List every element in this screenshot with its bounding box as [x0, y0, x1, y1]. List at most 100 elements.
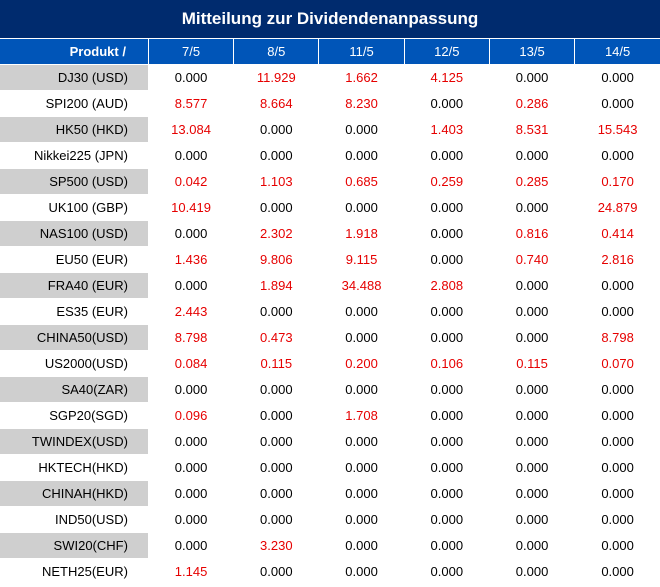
- dividend-value: 0.685: [318, 168, 405, 195]
- product-name: SP500 (USD): [0, 168, 149, 195]
- dividend-value: 0.286: [489, 90, 576, 117]
- dividend-value: 0.000: [148, 506, 235, 533]
- dividend-value: 0.000: [489, 64, 576, 91]
- product-name: HKTECH(HKD): [0, 454, 149, 481]
- dividend-value: 0.000: [489, 142, 576, 169]
- dividend-value: 0.414: [574, 220, 660, 247]
- dividend-value: 0.000: [148, 272, 235, 299]
- dividend-value: 0.000: [574, 558, 660, 585]
- dividend-value: 1.918: [318, 220, 405, 247]
- product-name: DJ30 (USD): [0, 64, 149, 91]
- dividend-value: 0.106: [404, 350, 490, 377]
- dividend-value: 1.103: [233, 168, 320, 195]
- product-name: ES35 (EUR): [0, 298, 149, 325]
- dividend-value: 0.000: [318, 532, 405, 559]
- table-row: Nikkei225 (JPN) 0.000 0.000 0.000 0.000 0.000…: [0, 142, 660, 169]
- dividend-value: 0.000: [148, 428, 235, 455]
- dividend-value: 8.664: [233, 90, 320, 117]
- header-date: 14/5: [574, 39, 660, 65]
- header-date: 12/5: [404, 39, 490, 65]
- dividend-value: 0.000: [574, 428, 660, 455]
- dividend-value: 0.000: [574, 298, 660, 325]
- dividend-value: 13.084: [148, 116, 235, 143]
- table-row: EU50 (EUR) 1.436 9.806 9.115 0.000 0.740 2.816: [0, 246, 660, 273]
- dividend-value: 0.000: [318, 376, 405, 403]
- dividend-value: 1.436: [148, 246, 235, 273]
- dividend-value: 0.000: [489, 402, 576, 429]
- dividend-value: 0.000: [489, 532, 576, 559]
- dividend-value: 0.000: [574, 402, 660, 429]
- table-row: SP500 (USD) 0.042 1.103 0.685 0.259 0.285 0.17…: [0, 168, 660, 195]
- product-name: SGP20(SGD): [0, 402, 149, 429]
- dividend-value: 0.000: [318, 324, 405, 351]
- header-date: 11/5: [318, 39, 405, 65]
- dividend-value: 8.230: [318, 90, 405, 117]
- dividend-value: 0.000: [404, 428, 490, 455]
- dividend-value: 0.070: [574, 350, 660, 377]
- dividend-value: 0.740: [489, 246, 576, 273]
- dividend-value: 0.000: [404, 480, 490, 507]
- dividend-value: 0.000: [148, 532, 235, 559]
- dividend-value: 0.000: [404, 558, 490, 585]
- dividend-value: 0.000: [574, 90, 660, 117]
- dividend-value: 8.577: [148, 90, 235, 117]
- dividend-value: 15.543: [574, 116, 660, 143]
- dividend-value: 0.170: [574, 168, 660, 195]
- dividend-value: 0.000: [148, 480, 235, 507]
- dividend-value: 0.000: [148, 376, 235, 403]
- dividend-value: 0.000: [489, 194, 576, 221]
- dividend-value: 1.708: [318, 402, 405, 429]
- dividend-value: 0.000: [404, 90, 490, 117]
- product-name: NETH25(EUR): [0, 558, 149, 585]
- dividend-value: 0.000: [404, 220, 490, 247]
- dividend-value: 0.000: [233, 506, 320, 533]
- dividend-value: 0.096: [148, 402, 235, 429]
- dividend-value: 0.000: [489, 298, 576, 325]
- dividend-value: 0.000: [233, 116, 320, 143]
- dividend-value: 11.929: [233, 64, 320, 91]
- product-name: HK50 (HKD): [0, 116, 149, 143]
- dividend-value: 0.000: [574, 272, 660, 299]
- dividend-value: 34.488: [318, 272, 405, 299]
- dividend-value: 0.000: [148, 64, 235, 91]
- dividend-value: 0.816: [489, 220, 576, 247]
- dividend-value: 0.200: [318, 350, 405, 377]
- dividend-value: 0.000: [233, 428, 320, 455]
- dividend-value: 0.115: [489, 350, 576, 377]
- product-name: SWI20(CHF): [0, 532, 149, 559]
- product-name: US2000(USD): [0, 350, 149, 377]
- product-name: CHINA50(USD): [0, 324, 149, 351]
- dividend-value: 2.808: [404, 272, 490, 299]
- dividend-table: Produkt / 7/5 8/5 11/5 12/5 13/5 14/5 DJ…: [0, 39, 660, 585]
- dividend-value: 1.145: [148, 558, 235, 585]
- table-row: NAS100 (USD) 0.000 2.302 1.918 0.000 0.816 0.4…: [0, 220, 660, 247]
- table-row: TWINDEX(USD) 0.000 0.000 0.000 0.000 0.000 0.0…: [0, 428, 660, 455]
- dividend-value: 0.259: [404, 168, 490, 195]
- dividend-value: 0.000: [404, 376, 490, 403]
- dividend-value: 2.443: [148, 298, 235, 325]
- dividend-value: 0.000: [489, 480, 576, 507]
- table-body: DJ30 (USD) 0.000 11.929 1.662 4.125 0.000 0.00…: [0, 64, 660, 585]
- dividend-value: 0.000: [489, 506, 576, 533]
- dividend-value: 0.000: [574, 64, 660, 91]
- product-name: CHINAH(HKD): [0, 480, 149, 507]
- dividend-value: 0.000: [318, 506, 405, 533]
- dividend-value: 0.000: [404, 506, 490, 533]
- dividend-value: 1.894: [233, 272, 320, 299]
- dividend-value: 0.000: [318, 454, 405, 481]
- dividend-value: 0.000: [233, 402, 320, 429]
- table-row: IND50(USD) 0.000 0.000 0.000 0.000 0.000 0.000: [0, 506, 660, 533]
- dividend-value: 0.000: [233, 298, 320, 325]
- dividend-value: 0.000: [318, 298, 405, 325]
- product-name: FRA40 (EUR): [0, 272, 149, 299]
- dividend-value: 0.000: [489, 558, 576, 585]
- dividend-value: 2.816: [574, 246, 660, 273]
- table-row: CHINAH(HKD) 0.000 0.000 0.000 0.000 0.000 0.00…: [0, 480, 660, 507]
- dividend-value: 3.230: [233, 532, 320, 559]
- dividend-value: 0.000: [489, 454, 576, 481]
- product-name: NAS100 (USD): [0, 220, 149, 247]
- dividend-value: 0.000: [404, 324, 490, 351]
- product-name: TWINDEX(USD): [0, 428, 149, 455]
- dividend-value: 1.662: [318, 64, 405, 91]
